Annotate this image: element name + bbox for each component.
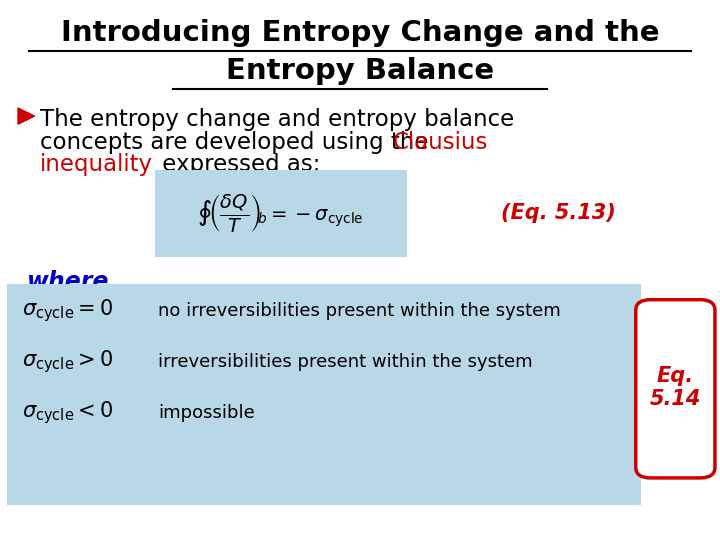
Text: Introducing Entropy Change and the: Introducing Entropy Change and the <box>60 19 660 47</box>
Text: impossible: impossible <box>158 404 255 422</box>
Text: $\sigma_{\mathrm{cycle}} = 0$: $\sigma_{\mathrm{cycle}} = 0$ <box>22 297 113 324</box>
Text: Eq.
5.14: Eq. 5.14 <box>649 366 701 409</box>
Text: Entropy Balance: Entropy Balance <box>226 57 494 85</box>
Text: expressed as:: expressed as: <box>155 153 320 177</box>
Text: $\sigma_{\mathrm{cycle}} > 0$: $\sigma_{\mathrm{cycle}} > 0$ <box>22 348 113 375</box>
Text: $\oint\!\left(\dfrac{\delta Q}{T}\right)_{\!\!b} = -\sigma_{\mathrm{cycle}}$: $\oint\!\left(\dfrac{\delta Q}{T}\right)… <box>197 192 364 234</box>
Polygon shape <box>18 108 35 124</box>
Text: inequality: inequality <box>40 153 153 177</box>
FancyBboxPatch shape <box>155 170 407 256</box>
Text: The entropy change and entropy balance: The entropy change and entropy balance <box>40 108 514 131</box>
Text: irreversibilities present within the system: irreversibilities present within the sys… <box>158 353 533 371</box>
FancyBboxPatch shape <box>7 284 641 505</box>
Text: (Eq. 5.13): (Eq. 5.13) <box>500 203 616 224</box>
Text: $\sigma_{\mathrm{cycle}} < 0$: $\sigma_{\mathrm{cycle}} < 0$ <box>22 400 113 427</box>
Text: Clausius: Clausius <box>392 131 487 154</box>
Text: concepts are developed using the: concepts are developed using the <box>40 131 436 154</box>
FancyBboxPatch shape <box>636 300 715 478</box>
Text: no irreversibilities present within the system: no irreversibilities present within the … <box>158 301 561 320</box>
Text: where: where <box>27 270 109 294</box>
